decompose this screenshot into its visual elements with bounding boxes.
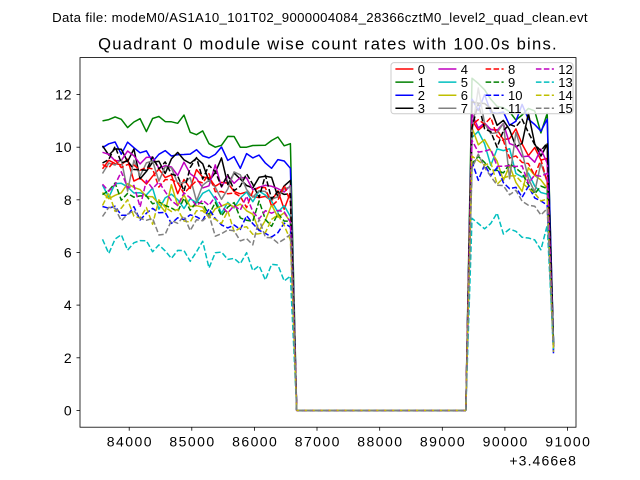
svg-text:8: 8: [508, 62, 515, 77]
svg-text:91000: 91000: [545, 434, 591, 450]
svg-text:14: 14: [558, 88, 572, 103]
svg-text:11: 11: [508, 101, 522, 116]
svg-text:12: 12: [558, 62, 572, 77]
svg-text:9: 9: [508, 75, 515, 90]
svg-text:7: 7: [461, 101, 468, 116]
svg-text:4: 4: [64, 297, 73, 313]
svg-text:13: 13: [558, 75, 572, 90]
svg-text:88000: 88000: [357, 434, 403, 450]
svg-text:6: 6: [461, 88, 468, 103]
svg-text:10: 10: [508, 88, 522, 103]
svg-text:84000: 84000: [107, 434, 153, 450]
svg-text:2: 2: [418, 88, 425, 103]
svg-text:+3.466e8: +3.466e8: [509, 453, 577, 469]
svg-text:89000: 89000: [420, 434, 466, 450]
svg-text:0: 0: [418, 62, 425, 77]
svg-text:2: 2: [64, 350, 73, 366]
svg-text:6: 6: [64, 245, 73, 261]
svg-text:10: 10: [55, 139, 72, 155]
svg-text:86000: 86000: [232, 434, 278, 450]
svg-text:Quadrant 0 module wise count r: Quadrant 0 module wise count rates with …: [98, 35, 558, 54]
svg-text:Data file: modeM0/AS1A10_101T0: Data file: modeM0/AS1A10_101T02_90000040…: [52, 10, 588, 25]
svg-text:0: 0: [64, 402, 73, 418]
svg-text:1: 1: [418, 75, 425, 90]
svg-text:87000: 87000: [295, 434, 341, 450]
svg-text:3: 3: [418, 101, 425, 116]
svg-text:12: 12: [55, 87, 72, 103]
svg-text:8: 8: [64, 192, 73, 208]
svg-text:85000: 85000: [169, 434, 215, 450]
svg-text:15: 15: [558, 101, 572, 116]
svg-text:4: 4: [461, 62, 468, 77]
svg-text:5: 5: [461, 75, 468, 90]
svg-text:90000: 90000: [483, 434, 529, 450]
